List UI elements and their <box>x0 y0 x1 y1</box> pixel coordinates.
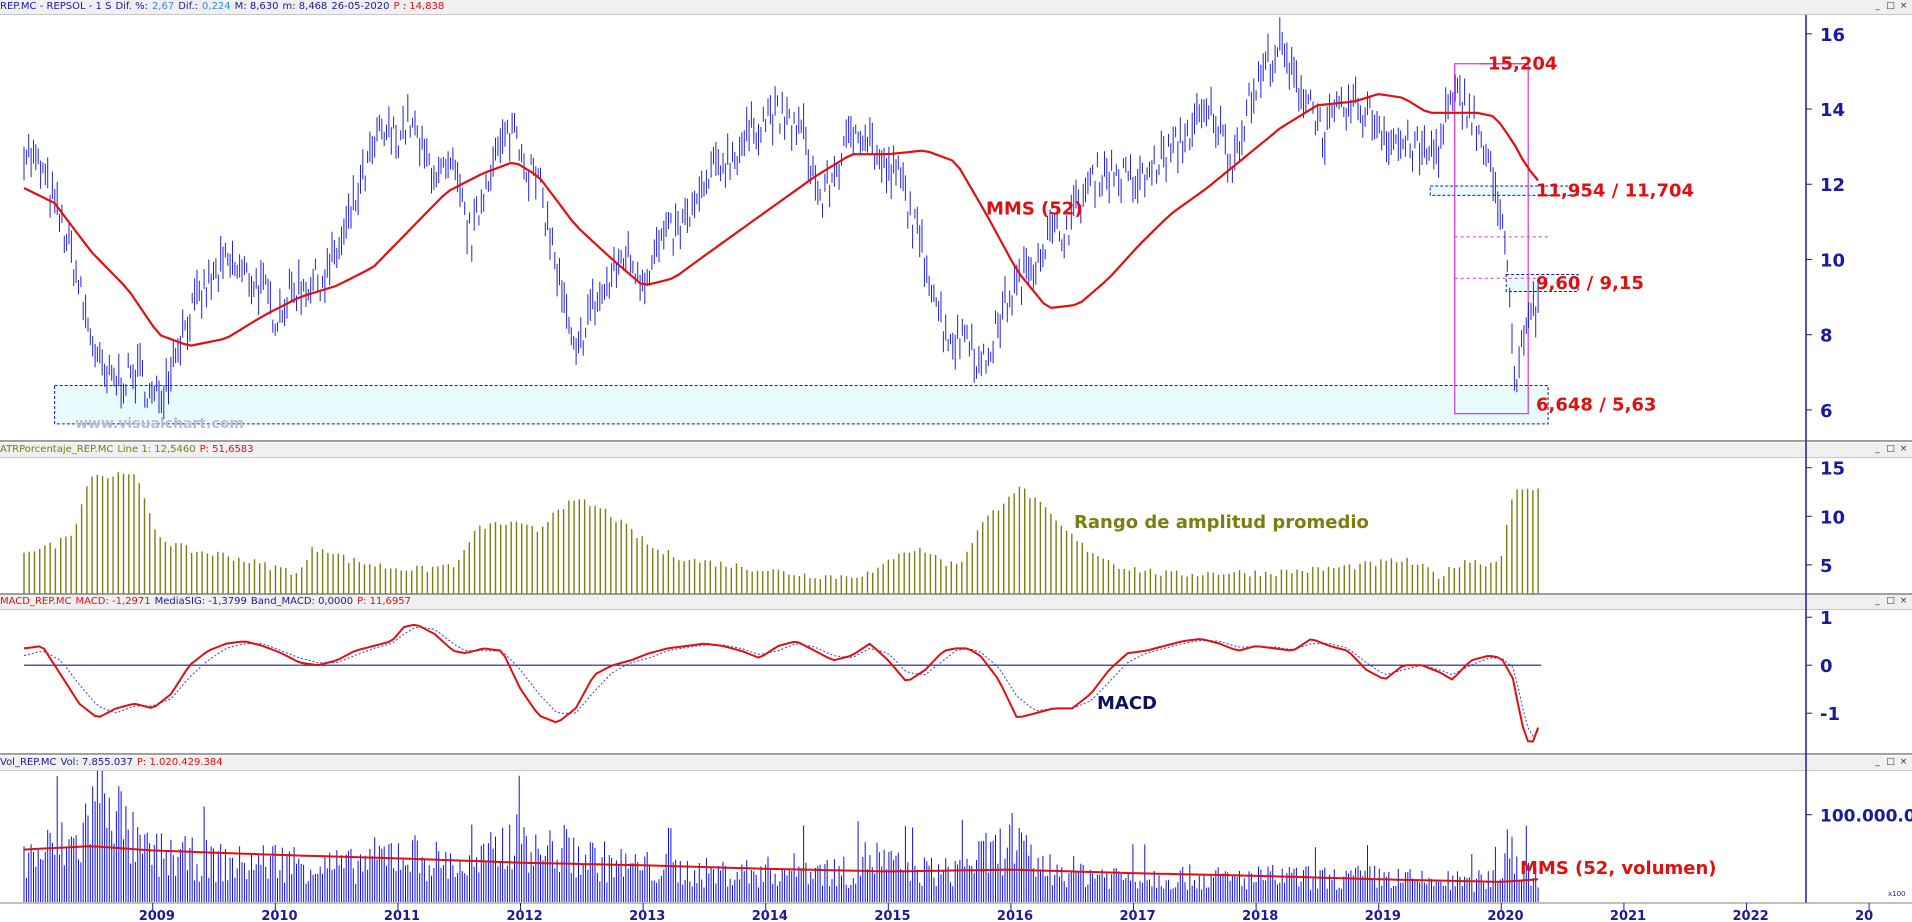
maximize-button[interactable]: □ <box>1886 444 1895 454</box>
price-max: M: 8,630 <box>234 1 279 12</box>
price-p: P : 14,838 <box>393 1 445 12</box>
x-tick-label: 2014 <box>752 909 788 922</box>
price-dif: 0,224 <box>202 1 231 12</box>
price-dif-pct: 2,67 <box>151 1 175 12</box>
x-tick-label: 2020 <box>1487 909 1523 922</box>
y-tick-label: 10 <box>1820 250 1845 271</box>
price-dif-label: Dif.: <box>178 1 199 12</box>
atr-label: Rango de amplitud promedio <box>1074 512 1369 533</box>
macd-label: MACD <box>1097 693 1157 714</box>
macd-band: Band_MACD: 0,0000 <box>250 596 354 607</box>
x-tick-label: 2016 <box>997 909 1033 922</box>
level-label-support: 6,648 / 5,63 <box>1536 395 1656 416</box>
atr-name: ATRPorcentaje_REP.MC <box>0 444 114 455</box>
level-label-mid: 9,60 / 9,15 <box>1536 273 1644 294</box>
support-zone <box>54 385 1549 425</box>
mms-label: MMS (52) <box>986 199 1083 220</box>
y-tick-label: 10 <box>1820 507 1845 528</box>
minimize-button[interactable]: _ <box>1875 596 1880 606</box>
macd-panel-header: MACD_REP.MC MACD: -1,2971 MediaSIG: -1,379… <box>0 595 1912 610</box>
minimize-button[interactable]: _ <box>1875 444 1880 454</box>
vol-name: Vol_REP.MC <box>0 757 57 768</box>
volume-bars <box>23 771 1539 902</box>
y-tick-label: 5 <box>1820 556 1833 577</box>
y-tick-label: 0 <box>1820 656 1833 677</box>
price-dif-pct-label: Dif. %: <box>115 1 148 12</box>
y-tick-label: 16 <box>1820 25 1845 46</box>
macd-p: P: 11,6957 <box>357 596 411 607</box>
price-date: 26-05-2020 <box>331 1 390 12</box>
maximize-button[interactable]: □ <box>1886 1 1895 11</box>
mid-zone <box>1505 274 1579 292</box>
x-tick-label: 2015 <box>874 909 910 922</box>
y-tick-label: 6 <box>1820 401 1833 422</box>
y-tick-label: 14 <box>1820 100 1845 121</box>
minimize-button[interactable]: _ <box>1875 757 1880 767</box>
x-tick-label: 2010 <box>261 909 297 922</box>
macd-signal-line <box>23 626 1539 737</box>
y-tick-label: 15 <box>1820 459 1845 480</box>
x-tick-label: 2013 <box>629 909 665 922</box>
x-tick-label: 2017 <box>1120 909 1156 922</box>
y-tick-label: 8 <box>1820 326 1833 347</box>
x-tick-label: 20 <box>1855 909 1873 922</box>
y-tick-label: 12 <box>1820 175 1845 196</box>
close-button[interactable]: × <box>1899 596 1908 606</box>
atr-panel-header: ATRPorcentaje_REP.MC Line 1: 12,5460 P: 51… <box>0 443 1912 458</box>
atr-p: P: 51,6583 <box>199 444 254 455</box>
maximize-button[interactable]: □ <box>1886 596 1895 606</box>
y-tick-label: 1 <box>1820 608 1833 629</box>
vol-p: P: 1.020.429.384 <box>136 757 223 768</box>
resistance-zone <box>1429 185 1579 196</box>
volume-mms-line <box>23 845 1539 883</box>
close-button[interactable]: × <box>1899 1 1908 11</box>
price-bars <box>23 17 1539 419</box>
x-tick-label: 2019 <box>1365 909 1401 922</box>
y-tick-label: 100.000.0 <box>1820 807 1912 827</box>
y-tick-label: -1 <box>1820 704 1840 725</box>
x-tick-label: 2018 <box>1242 909 1278 922</box>
x-tick-label: 2012 <box>507 909 543 922</box>
vol-panel-header: Vol_REP.MC Vol: 7.855.037 P: 1.020.429.384 <box>0 756 1912 771</box>
x-tick-label: 2022 <box>1733 909 1769 922</box>
macd-name: MACD_REP.MC <box>0 596 72 607</box>
watermark: www.visualchart.com <box>75 416 244 432</box>
maximize-button[interactable]: □ <box>1886 757 1895 767</box>
atr-line: Line 1: 12,5460 <box>117 444 196 455</box>
macd-sig: MediaSIG: -1,3799 <box>154 596 247 607</box>
price-symbol: REP.MC - REPSOL - 1 S <box>0 1 112 12</box>
atr-bars <box>23 472 1539 594</box>
vol-value: Vol: 7.855.037 <box>60 757 133 768</box>
minimize-button[interactable]: _ <box>1875 1 1880 11</box>
x-tick-label: 2009 <box>139 909 175 922</box>
level-label-resistance: 11,954 / 11,704 <box>1536 181 1694 202</box>
mms-52-line <box>23 92 1539 347</box>
close-button[interactable]: × <box>1899 757 1908 767</box>
close-button[interactable]: × <box>1899 444 1908 454</box>
level-label-top: 15,204 <box>1488 54 1557 75</box>
volume-scale-label: x100 <box>1888 890 1906 898</box>
price-panel-header: REP.MC - REPSOL - 1 S Dif. %: 2,67 Dif.: 0,2… <box>0 0 1912 15</box>
price-min: m: 8,468 <box>282 1 328 12</box>
macd-value: MACD: -1,2971 <box>75 596 151 607</box>
macd-line <box>23 623 1540 743</box>
x-tick-label: 2011 <box>384 909 420 922</box>
x-tick-label: 2021 <box>1610 909 1646 922</box>
volume-mms-label: MMS (52, volumen) <box>1520 858 1717 879</box>
